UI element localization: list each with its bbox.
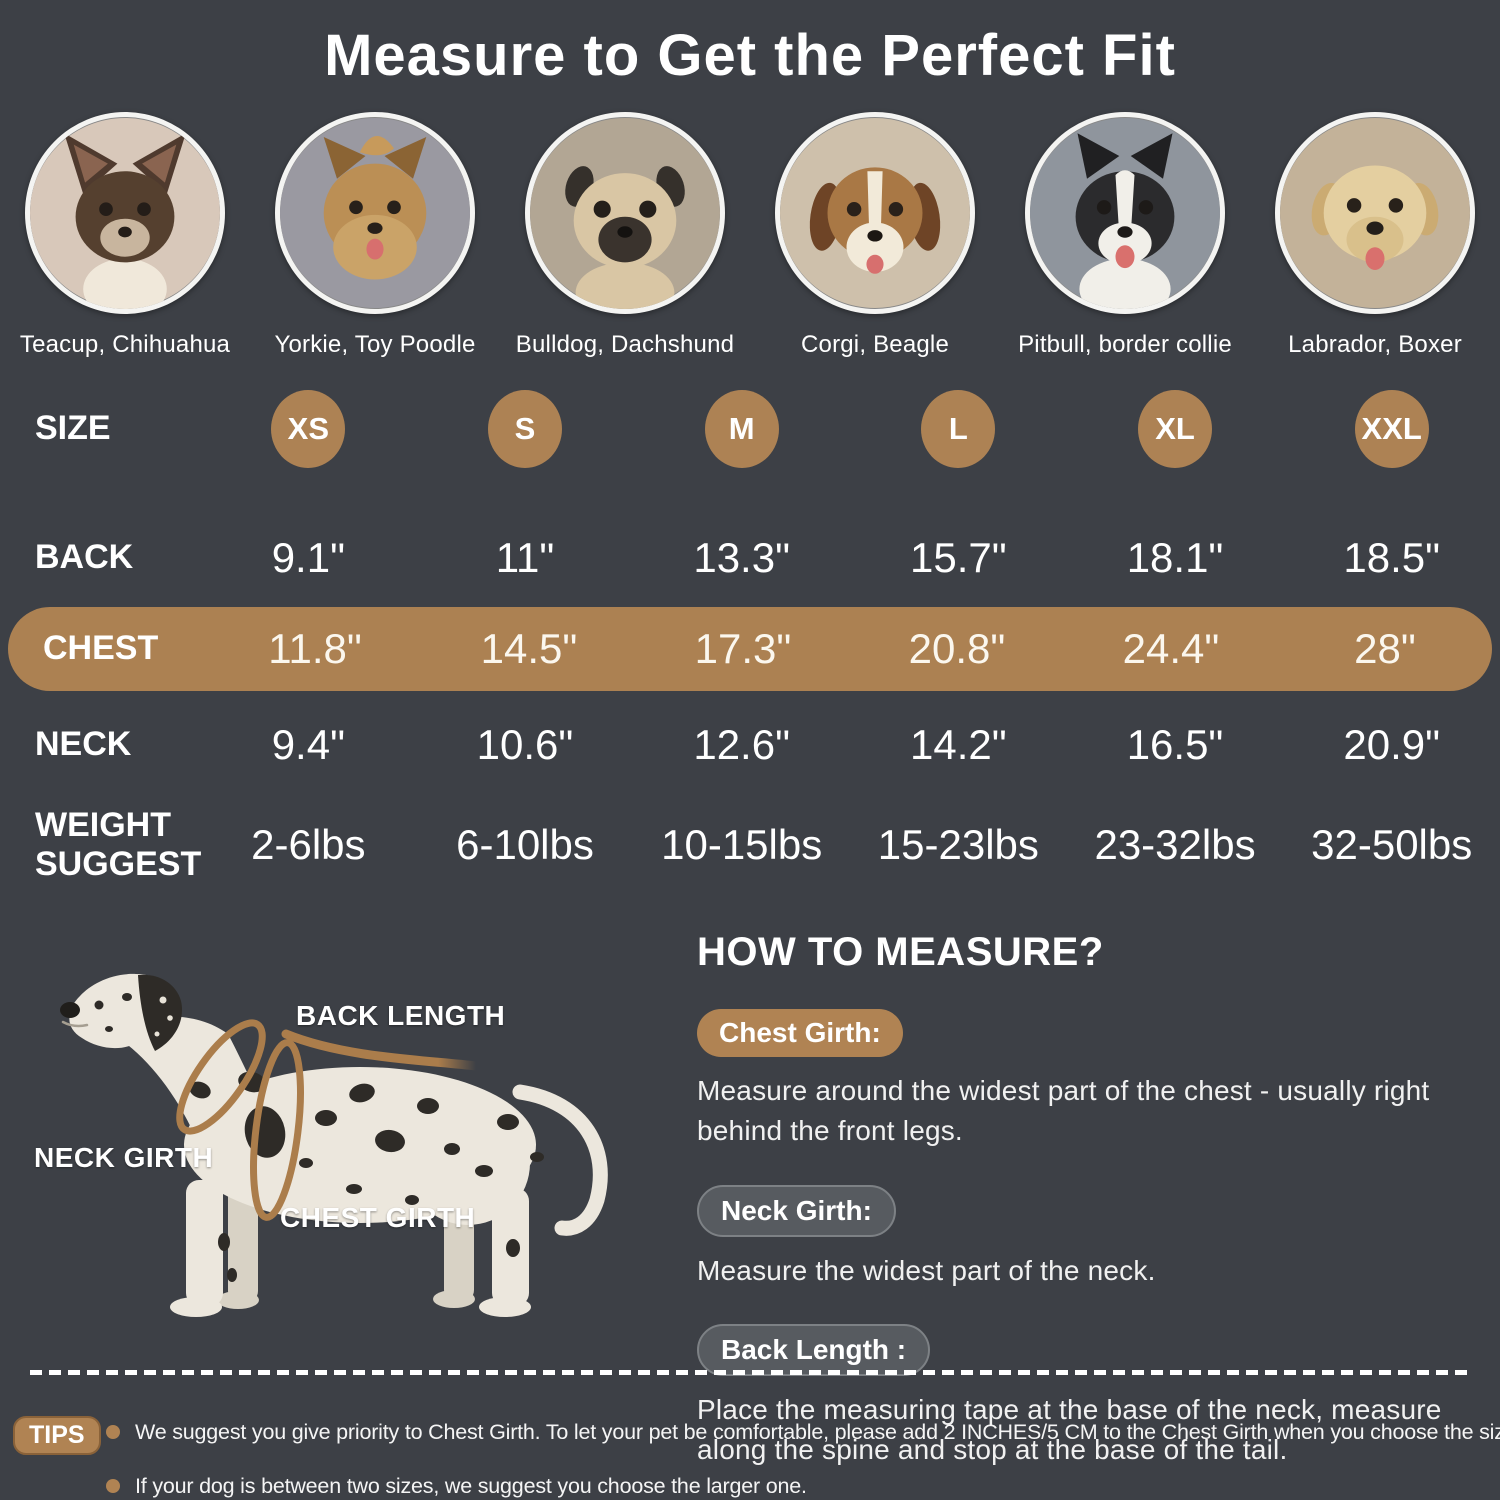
neck-value: 10.6" (476, 721, 574, 768)
breed-photo-row: Teacup, Chihuahua Yorkie, Toy Poodle (0, 112, 1500, 359)
chest-value: 14.5" (480, 625, 578, 672)
chest-value: 17.3" (694, 625, 792, 672)
neck-value: 12.6" (693, 721, 790, 768)
table-row-back: BACK 9.1" 11" 13.3" 15.7" 18.1" 18.5" (0, 518, 1500, 598)
breed-label: Teacup, Chihuahua (19, 331, 231, 358)
weight-value: 2-6lbs (251, 821, 366, 868)
row-label-neck: NECK (35, 725, 132, 764)
neck-girth-label: NECK GIRTH (34, 1142, 214, 1173)
neck-value: 16.5" (1126, 721, 1224, 768)
beagle-illustration (780, 118, 970, 308)
size-badge-xl: XL (1138, 390, 1213, 468)
dalmatian-illustration (60, 973, 608, 1317)
chihuahua-photo (25, 112, 225, 314)
chihuahua-illustration (30, 118, 220, 309)
how-to-measure-section: HOW TO MEASURE? Chest Girth: Measure aro… (697, 930, 1487, 1470)
row-label-size: SIZE (35, 409, 111, 448)
weight-value: 32-50lbs (1311, 821, 1473, 868)
breed-label: Labrador, Boxer (1288, 331, 1462, 358)
back-value: 18.5" (1343, 534, 1441, 581)
how-to-measure-heading: HOW TO MEASURE? (697, 930, 1104, 974)
beagle-photo (775, 112, 975, 314)
back-length-instructions: Place the measuring tape at the base of … (697, 1394, 1442, 1465)
back-value: 15.7" (910, 534, 1007, 581)
breed-label: Pitbull, border collie (1018, 331, 1232, 358)
table-row-size: SIZE XS S M L XL XXL (0, 388, 1500, 470)
breed-column-labrador: Labrador, Boxer (1250, 112, 1500, 359)
breed-column-beagle: Corgi, Beagle (750, 112, 1000, 359)
tips-badge: TIPS (13, 1416, 101, 1455)
neck-value: 14.2" (910, 721, 1007, 768)
chest-value: 28" (1354, 625, 1416, 672)
back-length-pill: Back Length : (697, 1324, 931, 1377)
breed-column-yorkie: Yorkie, Toy Poodle (250, 112, 500, 359)
chest-value: 20.8" (908, 625, 1006, 672)
border-collie-photo (1025, 112, 1225, 314)
size-badge-s: S (488, 390, 562, 468)
measuring-diagram: BACK LENGTH NECK GIRTH CHEST GIRTH (0, 950, 680, 1380)
neck-girth-band (176, 1019, 266, 1135)
size-badge-xs: XS (271, 390, 346, 468)
border-collie-illustration (1030, 118, 1220, 309)
breed-label: Corgi, Beagle (800, 331, 950, 358)
back-value: 18.1" (1126, 534, 1224, 581)
back-value: 9.1" (271, 534, 345, 581)
chest-girth-instructions: Measure around the widest part of the ch… (697, 1075, 1430, 1146)
table-row-neck: NECK 9.4" 10.6" 12.6" 14.2" 16.5" 20.9" (0, 705, 1500, 785)
neck-girth-instructions: Measure the widest part of the neck. (697, 1254, 1156, 1286)
tip-text: We suggest you give priority to Chest Gi… (135, 1420, 1500, 1444)
dashed-divider (30, 1370, 1470, 1375)
chest-girth-pill: Chest Girth: (697, 1009, 903, 1057)
row-label-weight: WEIGHT SUGGEST (35, 805, 202, 883)
neck-girth-pill: Neck Girth: (697, 1184, 896, 1237)
breed-column-chihuahua: Teacup, Chihuahua (0, 112, 250, 359)
pug-photo (525, 112, 725, 314)
bullet-icon (106, 1425, 120, 1439)
tip-text: If your dog is between two sizes, we sug… (135, 1474, 807, 1498)
labrador-photo (1275, 112, 1475, 314)
breed-label: Yorkie, Toy Poodle (274, 331, 476, 358)
chest-girth-label: CHEST GIRTH (280, 1202, 476, 1233)
breed-column-collie: Pitbull, border collie (1000, 112, 1250, 359)
chest-value: 24.4" (1122, 625, 1220, 672)
back-length-label: BACK LENGTH (296, 1000, 506, 1031)
bullet-icon (106, 1479, 120, 1493)
weight-value: 6-10lbs (456, 821, 594, 868)
labrador-illustration (1280, 118, 1470, 308)
size-badge-xxl: XXL (1354, 390, 1429, 468)
chest-girth-band (250, 1039, 304, 1221)
back-length-arc (281, 1029, 481, 1071)
yorkie-photo (275, 112, 475, 314)
back-value: 13.3" (693, 534, 790, 581)
row-label-chest: CHEST (43, 629, 159, 668)
back-value: 11" (495, 534, 555, 581)
chest-value: 11.8" (268, 625, 362, 672)
table-row-chest-highlight: CHEST 11.8" 14.5" 17.3" 20.8" 24.4" 28" (8, 607, 1492, 691)
measure-item-neck: Neck Girth: Measure the widest part of t… (697, 1184, 1487, 1291)
row-label-back: BACK (35, 538, 134, 577)
page-title: Measure to Get the Perfect Fit (324, 23, 1176, 88)
size-badge-l: L (921, 390, 996, 468)
breed-column-bulldog: Bulldog, Dachshund (500, 112, 750, 359)
measure-item-back: Back Length : Place the measuring tape a… (697, 1324, 1487, 1470)
neck-value: 20.9" (1343, 721, 1441, 768)
pug-illustration (530, 118, 720, 309)
weight-value: 15-23lbs (877, 821, 1039, 868)
table-row-weight: WEIGHT SUGGEST 2-6lbs 6-10lbs 10-15lbs 1… (0, 793, 1500, 897)
weight-value: 23-32lbs (1094, 821, 1256, 868)
neck-value: 9.4" (271, 721, 345, 768)
breed-label: Bulldog, Dachshund (515, 331, 735, 358)
size-badge-m: M (704, 390, 779, 468)
measure-item-chest: Chest Girth: Measure around the widest p… (697, 1009, 1487, 1151)
yorkie-illustration (280, 118, 470, 308)
weight-value: 10-15lbs (661, 821, 823, 868)
